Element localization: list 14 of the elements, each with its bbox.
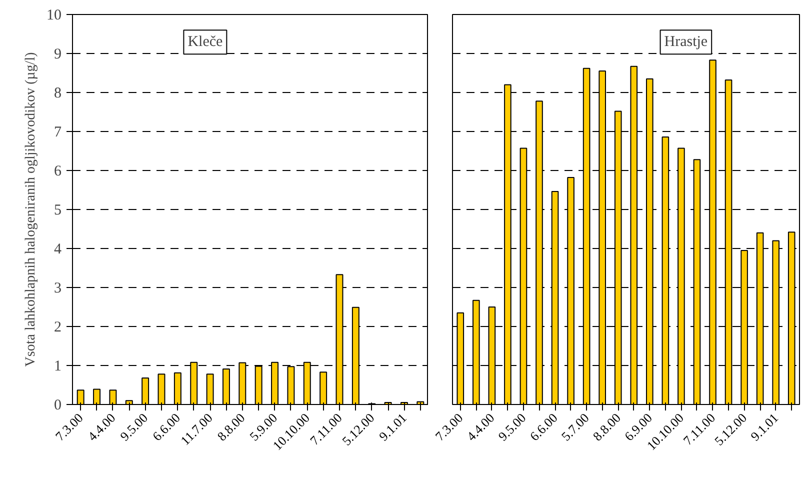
y-tick-label: 4 [54,242,62,258]
annotation: Kleče [188,34,224,50]
y-axis-title: Vsota lahkohlapnih halogeniranih ogljikovodikov (µg/l) [24,52,38,367]
y-tick-label: 9 [54,46,62,62]
y-tick-label: 1 [54,358,62,374]
y-tick-label: 2 [54,320,62,336]
y-tick-label: 3 [54,280,62,296]
y-tick-label: 5 [54,202,62,218]
annotation: Hrastje [664,34,708,50]
y-tick-label: 10 [46,8,62,24]
y-tick-label: 6 [54,164,62,180]
y-tick-label: 8 [54,86,62,102]
y-tick-label: 7 [54,124,62,140]
y-tick-label: 0 [54,398,62,414]
